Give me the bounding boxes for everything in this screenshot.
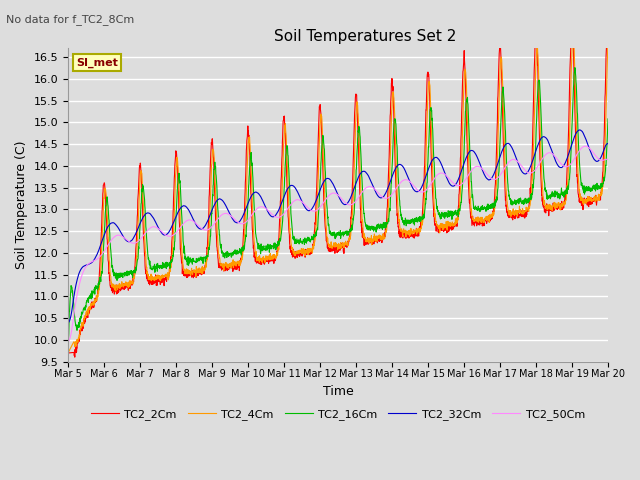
TC2_50Cm [365,184,373,190]
TC2_32Cm [64,320,72,325]
TC2_50Cm [215,215,223,221]
TC2_2Cm [71,354,79,360]
TC2_32Cm [495,158,502,164]
TC2_2Cm [572,135,580,141]
X-axis label: Time: Time [323,385,353,398]
TC2_32Cm [572,132,579,138]
TC2_50Cm [582,144,589,149]
TC2_4Cm [353,102,361,108]
TC2_16Cm [495,170,502,176]
TC2_2Cm [531,41,539,47]
TC2_50Cm [353,196,361,202]
TC2_50Cm [495,174,502,180]
TC2_4Cm [569,41,577,47]
TC2_4Cm [64,350,72,356]
TC2_16Cm [353,143,361,149]
TC2_32Cm [604,141,612,146]
TC2_50Cm [604,156,612,162]
TC2_4Cm [604,41,612,47]
TC2_4Cm [556,207,564,213]
TC2_16Cm [64,348,72,353]
TC2_16Cm [604,116,612,122]
TC2_2Cm [64,350,72,356]
TC2_16Cm [365,224,373,230]
Text: No data for f_TC2_8Cm: No data for f_TC2_8Cm [6,14,134,25]
TC2_50Cm [64,338,72,344]
Line: TC2_50Cm: TC2_50Cm [68,146,608,341]
Y-axis label: Soil Temperature (C): Soil Temperature (C) [15,141,28,269]
TC2_50Cm [572,155,579,160]
Line: TC2_2Cm: TC2_2Cm [68,44,608,357]
TC2_2Cm [557,201,564,206]
Line: TC2_16Cm: TC2_16Cm [68,68,608,350]
TC2_32Cm [353,177,361,182]
Line: TC2_4Cm: TC2_4Cm [68,44,608,353]
TC2_2Cm [354,119,362,125]
TC2_2Cm [365,239,373,244]
TC2_2Cm [495,59,503,64]
TC2_2Cm [215,264,223,270]
Line: TC2_32Cm: TC2_32Cm [68,130,608,323]
TC2_4Cm [572,91,579,97]
TC2_16Cm [556,194,564,200]
TC2_32Cm [365,174,373,180]
TC2_16Cm [572,71,579,77]
Text: SI_met: SI_met [76,58,118,68]
TC2_32Cm [556,165,564,170]
TC2_4Cm [365,237,373,242]
TC2_4Cm [215,250,223,256]
Legend: TC2_2Cm, TC2_4Cm, TC2_16Cm, TC2_32Cm, TC2_50Cm: TC2_2Cm, TC2_4Cm, TC2_16Cm, TC2_32Cm, TC… [86,405,589,425]
TC2_16Cm [571,65,579,71]
TC2_32Cm [215,196,223,202]
TC2_32Cm [575,127,583,133]
TC2_16Cm [215,218,223,224]
TC2_2Cm [604,41,612,47]
TC2_50Cm [556,160,564,166]
Title: Soil Temperatures Set 2: Soil Temperatures Set 2 [274,29,456,44]
TC2_4Cm [495,111,502,117]
